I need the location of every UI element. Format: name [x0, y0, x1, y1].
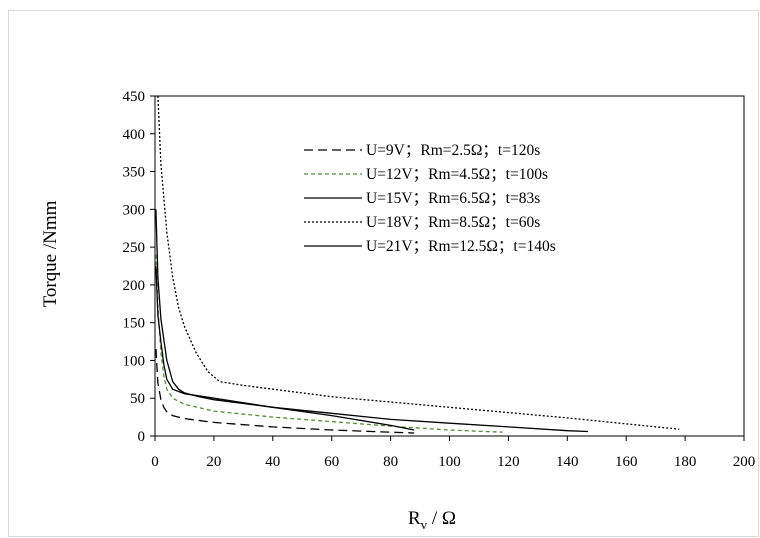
series-line-5 — [155, 265, 415, 431]
y-tick-label: 50 — [130, 391, 145, 407]
x-axis-title: Rv / Ω — [408, 508, 456, 532]
x-tick-label: 160 — [615, 454, 638, 470]
x-tick-label: 100 — [438, 454, 461, 470]
x-tick-label: 140 — [556, 454, 579, 470]
x-axis-ticks: 0 20 40 60 80 100 120 140 160 180 200 — [151, 436, 755, 470]
series-line-3 — [155, 209, 588, 433]
legend-label-2: U=12V；Rm=4.5Ω；t=100s — [366, 166, 548, 183]
legend-label-5: U=21V；Rm=12.5Ω；t=140s — [366, 238, 556, 255]
x-tick-label: 200 — [733, 454, 756, 470]
x-tick-label: 20 — [206, 454, 221, 470]
legend: U=9V；Rm=2.5Ω；t=120s U=12V；Rm=4.5Ω；t=100s U… — [304, 142, 556, 255]
x-tick-label: 120 — [497, 454, 520, 470]
x-axis-title-sub: v — [421, 517, 428, 532]
chart-frame — [8, 10, 759, 537]
series-layer — [155, 95, 680, 434]
x-tick-label: 0 — [151, 454, 159, 470]
y-tick-label: 150 — [123, 316, 146, 332]
y-tick-label: 450 — [123, 89, 146, 105]
series-line-1 — [155, 349, 415, 434]
y-tick-label: 0 — [138, 429, 146, 445]
y-tick-label: 100 — [123, 353, 146, 369]
y-tick-label: 250 — [123, 240, 146, 256]
x-tick-label: 40 — [265, 454, 280, 470]
y-axis-title: Torque /Nmm — [40, 200, 61, 307]
x-axis-title-rest: / Ω — [427, 508, 456, 529]
x-axis-title-main: R — [408, 508, 421, 529]
y-tick-label: 300 — [123, 202, 146, 218]
legend-label-3: U=15V；Rm=6.5Ω；t=83s — [366, 190, 540, 207]
x-tick-label: 60 — [324, 454, 339, 470]
y-tick-label: 350 — [123, 165, 146, 181]
y-tick-label: 400 — [123, 127, 146, 143]
series-line-2 — [155, 254, 503, 433]
y-axis-ticks: 0 50 100 150 200 250 300 350 400 450 — [123, 89, 155, 445]
x-tick-label: 80 — [383, 454, 398, 470]
legend-label-1: U=9V；Rm=2.5Ω；t=120s — [366, 142, 540, 159]
y-tick-label: 200 — [123, 278, 146, 294]
series-line-4 — [157, 95, 680, 430]
x-tick-label: 180 — [674, 454, 697, 470]
legend-label-4: U=18V；Rm=8.5Ω；t=60s — [366, 214, 540, 231]
